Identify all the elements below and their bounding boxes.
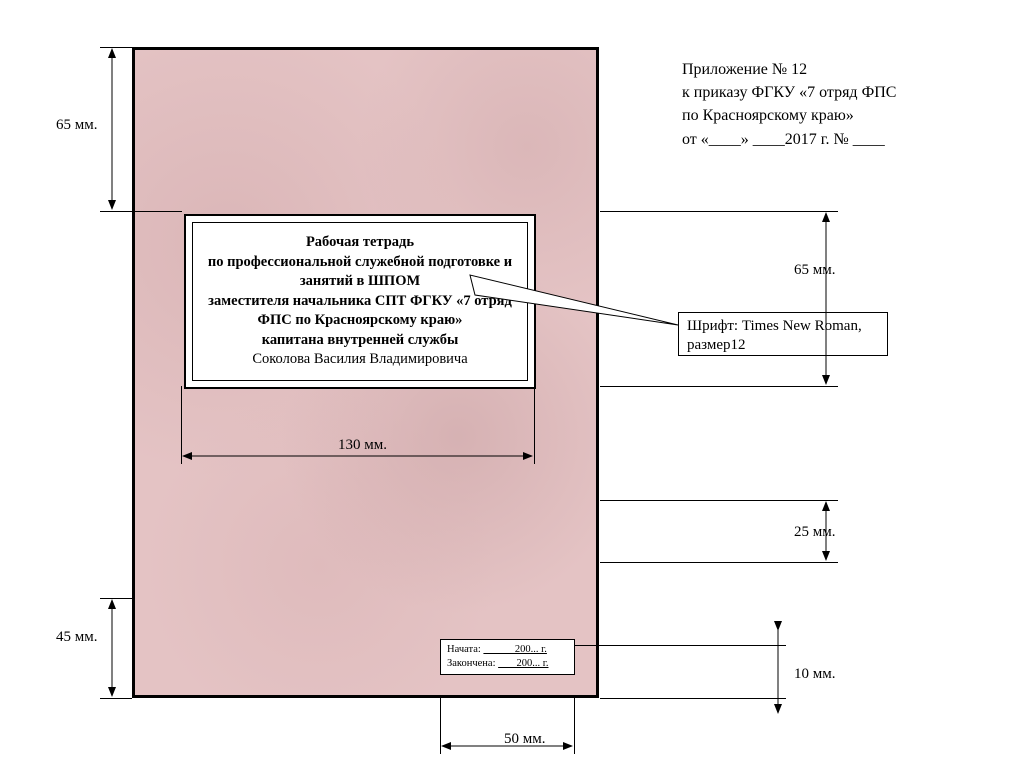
title-line-4: капитана внутренней службы: [199, 331, 521, 351]
header-line-4: от «____» ____2017 г. № ____: [682, 128, 982, 151]
dim-25mm: 25 мм.: [794, 524, 835, 541]
ext-line: [600, 562, 838, 563]
ext-line: [574, 698, 575, 754]
dim-10mm: 10 мм.: [794, 666, 835, 683]
ext-line: [100, 47, 132, 48]
ext-line: [574, 645, 786, 646]
header-line-1: Приложение № 12: [682, 58, 982, 81]
notebook-cover-page: Рабочая тетрадь по профессиональной служ…: [132, 47, 599, 698]
date-started: Начата: 200... г.: [447, 643, 568, 657]
ext-line: [534, 386, 535, 464]
ext-line: [100, 598, 132, 599]
dim-45mm: 45 мм.: [56, 629, 97, 646]
ext-line: [600, 211, 838, 212]
appendix-header: Приложение № 12 к приказу ФГКУ «7 отряд …: [682, 58, 982, 151]
date-finished-value: 200... г.: [498, 658, 548, 669]
date-finished: Закончена: 200... г.: [447, 657, 568, 671]
ext-line: [600, 386, 838, 387]
title-inner: Рабочая тетрадь по профессиональной служ…: [192, 222, 528, 381]
title-box: Рабочая тетрадь по профессиональной служ…: [184, 214, 536, 389]
date-started-value: 200... г.: [483, 644, 547, 655]
font-callout-text: Шрифт: Times New Roman, размер12: [687, 318, 862, 353]
font-callout: Шрифт: Times New Roman, размер12: [678, 312, 888, 356]
ext-line: [100, 698, 132, 699]
ext-line: [181, 386, 182, 464]
ext-line: [600, 698, 786, 699]
ext-line: [100, 211, 182, 212]
date-started-label: Начата:: [447, 644, 481, 655]
date-box: Начата: 200... г. Закончена: 200... г.: [440, 639, 575, 675]
title-line-2: по профессиональной служебной подготовке…: [199, 253, 521, 292]
title-line-3: заместителя начальника СПТ ФГКУ «7 отряд…: [199, 292, 521, 331]
dim-65mm-right: 65 мм.: [794, 262, 835, 279]
header-line-2: к приказу ФГКУ «7 отряд ФПС: [682, 81, 982, 104]
date-finished-label: Закончена:: [447, 658, 496, 669]
title-line-1: Рабочая тетрадь: [199, 233, 521, 253]
dim-50mm: 50 мм.: [504, 731, 545, 748]
title-line-5: Соколова Василия Владимировича: [199, 350, 521, 370]
ext-line: [600, 500, 838, 501]
header-line-3: по Красноярскому краю»: [682, 104, 982, 127]
ext-line: [440, 698, 441, 754]
dim-65mm-top-left: 65 мм.: [56, 117, 97, 134]
dim-130mm: 130 мм.: [338, 437, 387, 454]
